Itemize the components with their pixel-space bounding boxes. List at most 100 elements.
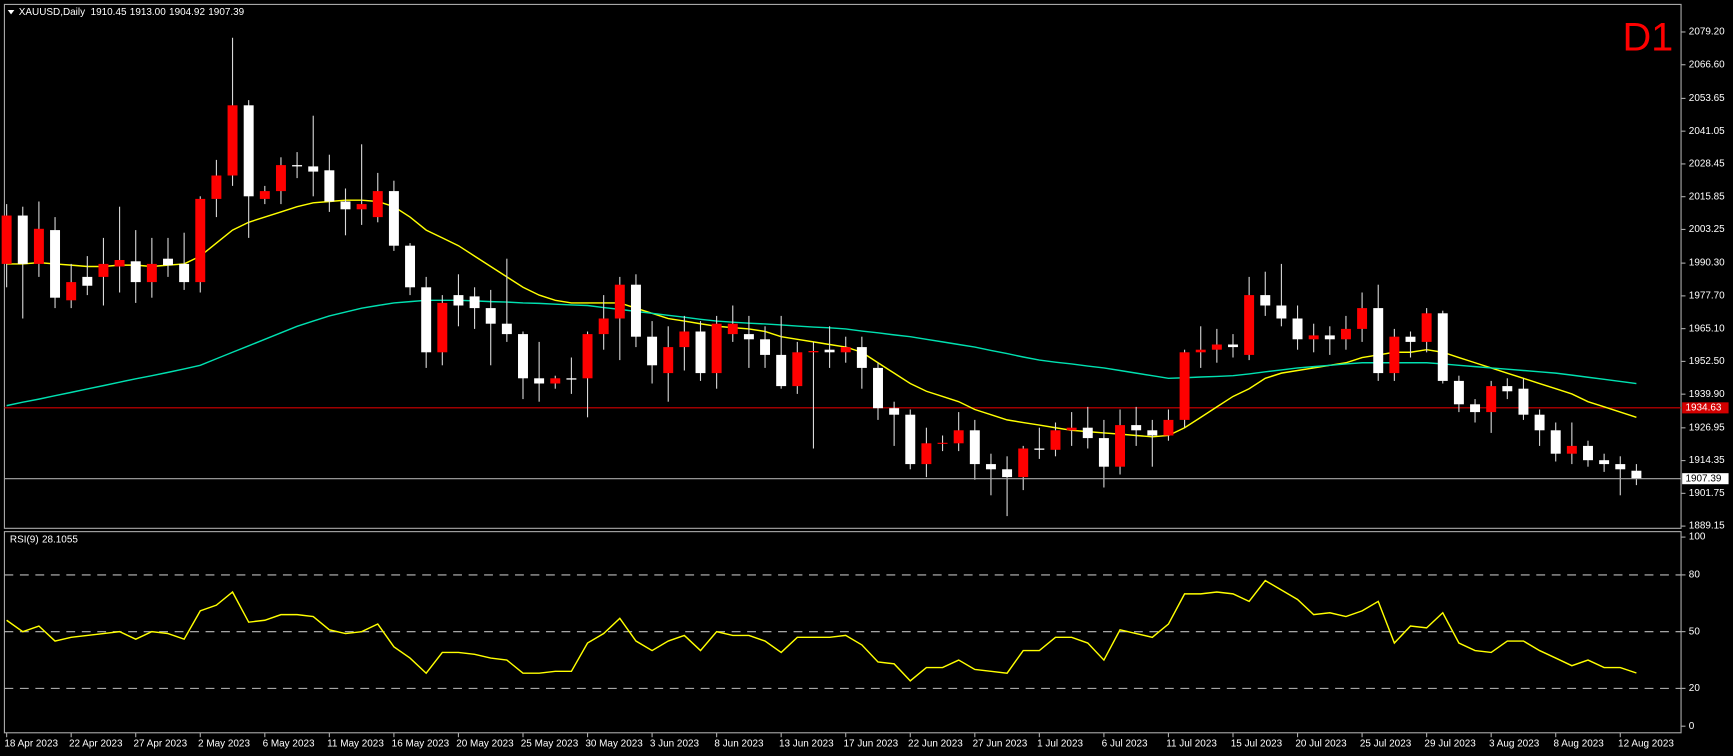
moving-average	[6, 299, 1637, 407]
y-tick-label: 2003.25	[1689, 224, 1725, 235]
y-tick-label: 50	[1689, 626, 1701, 637]
candle-body	[598, 318, 609, 335]
candle-body	[275, 165, 286, 192]
candle-body	[1631, 470, 1642, 479]
candle-body	[292, 165, 303, 167]
candle-body	[1147, 430, 1158, 436]
rsi-last: 28.1055	[42, 534, 78, 545]
candle-body	[179, 263, 190, 283]
x-tick-label: 3 Aug 2023	[1489, 738, 1540, 749]
candle-body	[1276, 305, 1287, 319]
candle-body	[856, 347, 867, 368]
candle-body	[1437, 313, 1448, 381]
current-price-label: 1907.39	[1685, 473, 1721, 484]
candle-body	[1244, 295, 1255, 355]
y-tick-label: 1926.95	[1689, 422, 1725, 433]
x-tick-label: 22 Jun 2023	[908, 738, 963, 749]
candle-body	[1389, 336, 1400, 374]
candle-body	[534, 378, 545, 384]
candle-body	[1615, 464, 1626, 470]
candle-body	[17, 215, 28, 264]
x-tick-label: 29 Jul 2023	[1424, 738, 1476, 749]
y-tick-label: 1939.90	[1689, 389, 1725, 400]
x-tick-label: 22 Apr 2023	[69, 738, 123, 749]
candle-body	[308, 166, 319, 172]
candle-body	[227, 105, 238, 176]
y-tick-label: 100	[1689, 532, 1706, 543]
last-open: 1910.45	[91, 7, 127, 18]
candle-body	[163, 258, 173, 266]
x-tick-label: 1 Jul 2023	[1037, 738, 1083, 749]
candle-body	[421, 287, 432, 353]
candle-body	[727, 323, 738, 335]
x-tick-label: 3 Jun 2023	[650, 738, 700, 749]
candle-body	[550, 378, 561, 384]
y-tick-label: 1952.50	[1689, 356, 1725, 367]
candle-body	[82, 276, 93, 286]
candle-body	[485, 308, 496, 324]
candle-body	[211, 175, 222, 199]
x-tick-label: 20 May 2023	[456, 738, 514, 749]
candle-body	[453, 295, 464, 306]
candle-body	[614, 284, 625, 319]
candle-body	[630, 284, 641, 337]
candle-body	[1534, 414, 1545, 431]
candle-body	[372, 191, 383, 218]
x-tick-label: 15 Jul 2023	[1231, 738, 1283, 749]
candle-body	[1357, 308, 1368, 329]
candle-body	[437, 302, 448, 353]
candle-body	[1373, 308, 1384, 374]
candle-body	[743, 334, 754, 340]
candle-body	[130, 261, 141, 283]
candle-body	[1518, 388, 1529, 415]
candle-body	[937, 442, 948, 444]
y-tick-label: 2028.45	[1689, 159, 1725, 170]
y-tick-label: 1889.15	[1689, 521, 1725, 532]
x-tick-label: 2 May 2023	[198, 738, 250, 749]
timeframe-label: D1	[1622, 15, 1673, 59]
y-tick-label: 20	[1689, 683, 1701, 694]
y-tick-label: 80	[1689, 570, 1701, 581]
x-tick-label: 11 May 2023	[327, 738, 384, 749]
candle-body	[33, 228, 44, 264]
x-tick-label: 8 Jun 2023	[714, 738, 764, 749]
candle-body	[501, 323, 512, 335]
candle-body	[1163, 419, 1174, 436]
x-tick-label: 17 Jun 2023	[844, 738, 899, 749]
candle-body	[1002, 469, 1013, 478]
candle-body	[1486, 386, 1497, 413]
candle-body	[1131, 425, 1142, 431]
candle-body	[985, 464, 996, 470]
candle-body	[1550, 430, 1561, 454]
rsi-header: RSI(9) 28.1055	[10, 534, 78, 545]
level-label: 1934.63	[1685, 402, 1721, 413]
last-close: 1907.39	[208, 7, 244, 18]
x-tick-label: 27 Apr 2023	[134, 738, 188, 749]
candle-body	[808, 350, 819, 353]
x-tick-label: 13 Jun 2023	[779, 738, 834, 749]
candle-body	[1292, 318, 1303, 340]
x-tick-label: 30 May 2023	[585, 738, 643, 749]
y-tick-label: 1977.70	[1689, 291, 1725, 302]
candle-body	[566, 378, 577, 380]
x-tick-label: 8 Aug 2023	[1554, 738, 1605, 749]
x-tick-label: 6 Jul 2023	[1102, 738, 1148, 749]
menu-arrow[interactable]	[7, 9, 15, 15]
candle-body	[840, 347, 851, 353]
candle-body	[1179, 352, 1190, 420]
candle-body	[695, 331, 706, 374]
x-tick-label: 11 Jul 2023	[1166, 738, 1217, 749]
y-tick-label: 1990.30	[1689, 258, 1725, 269]
y-tick-label: 2079.20	[1689, 27, 1725, 38]
candle-body	[1324, 335, 1335, 340]
candle-body	[711, 323, 722, 374]
candle-body	[1421, 313, 1432, 342]
candle-body	[1050, 430, 1061, 450]
symbol: XAUUSD,Daily	[19, 7, 85, 18]
price-header: XAUUSD,Daily 1910.45 1913.00 1904.92 1907.39	[19, 7, 245, 18]
candle-body	[1583, 445, 1593, 461]
x-tick-label: 27 Jun 2023	[973, 738, 1028, 749]
candle-body	[1308, 335, 1319, 340]
candle-body	[518, 334, 528, 379]
